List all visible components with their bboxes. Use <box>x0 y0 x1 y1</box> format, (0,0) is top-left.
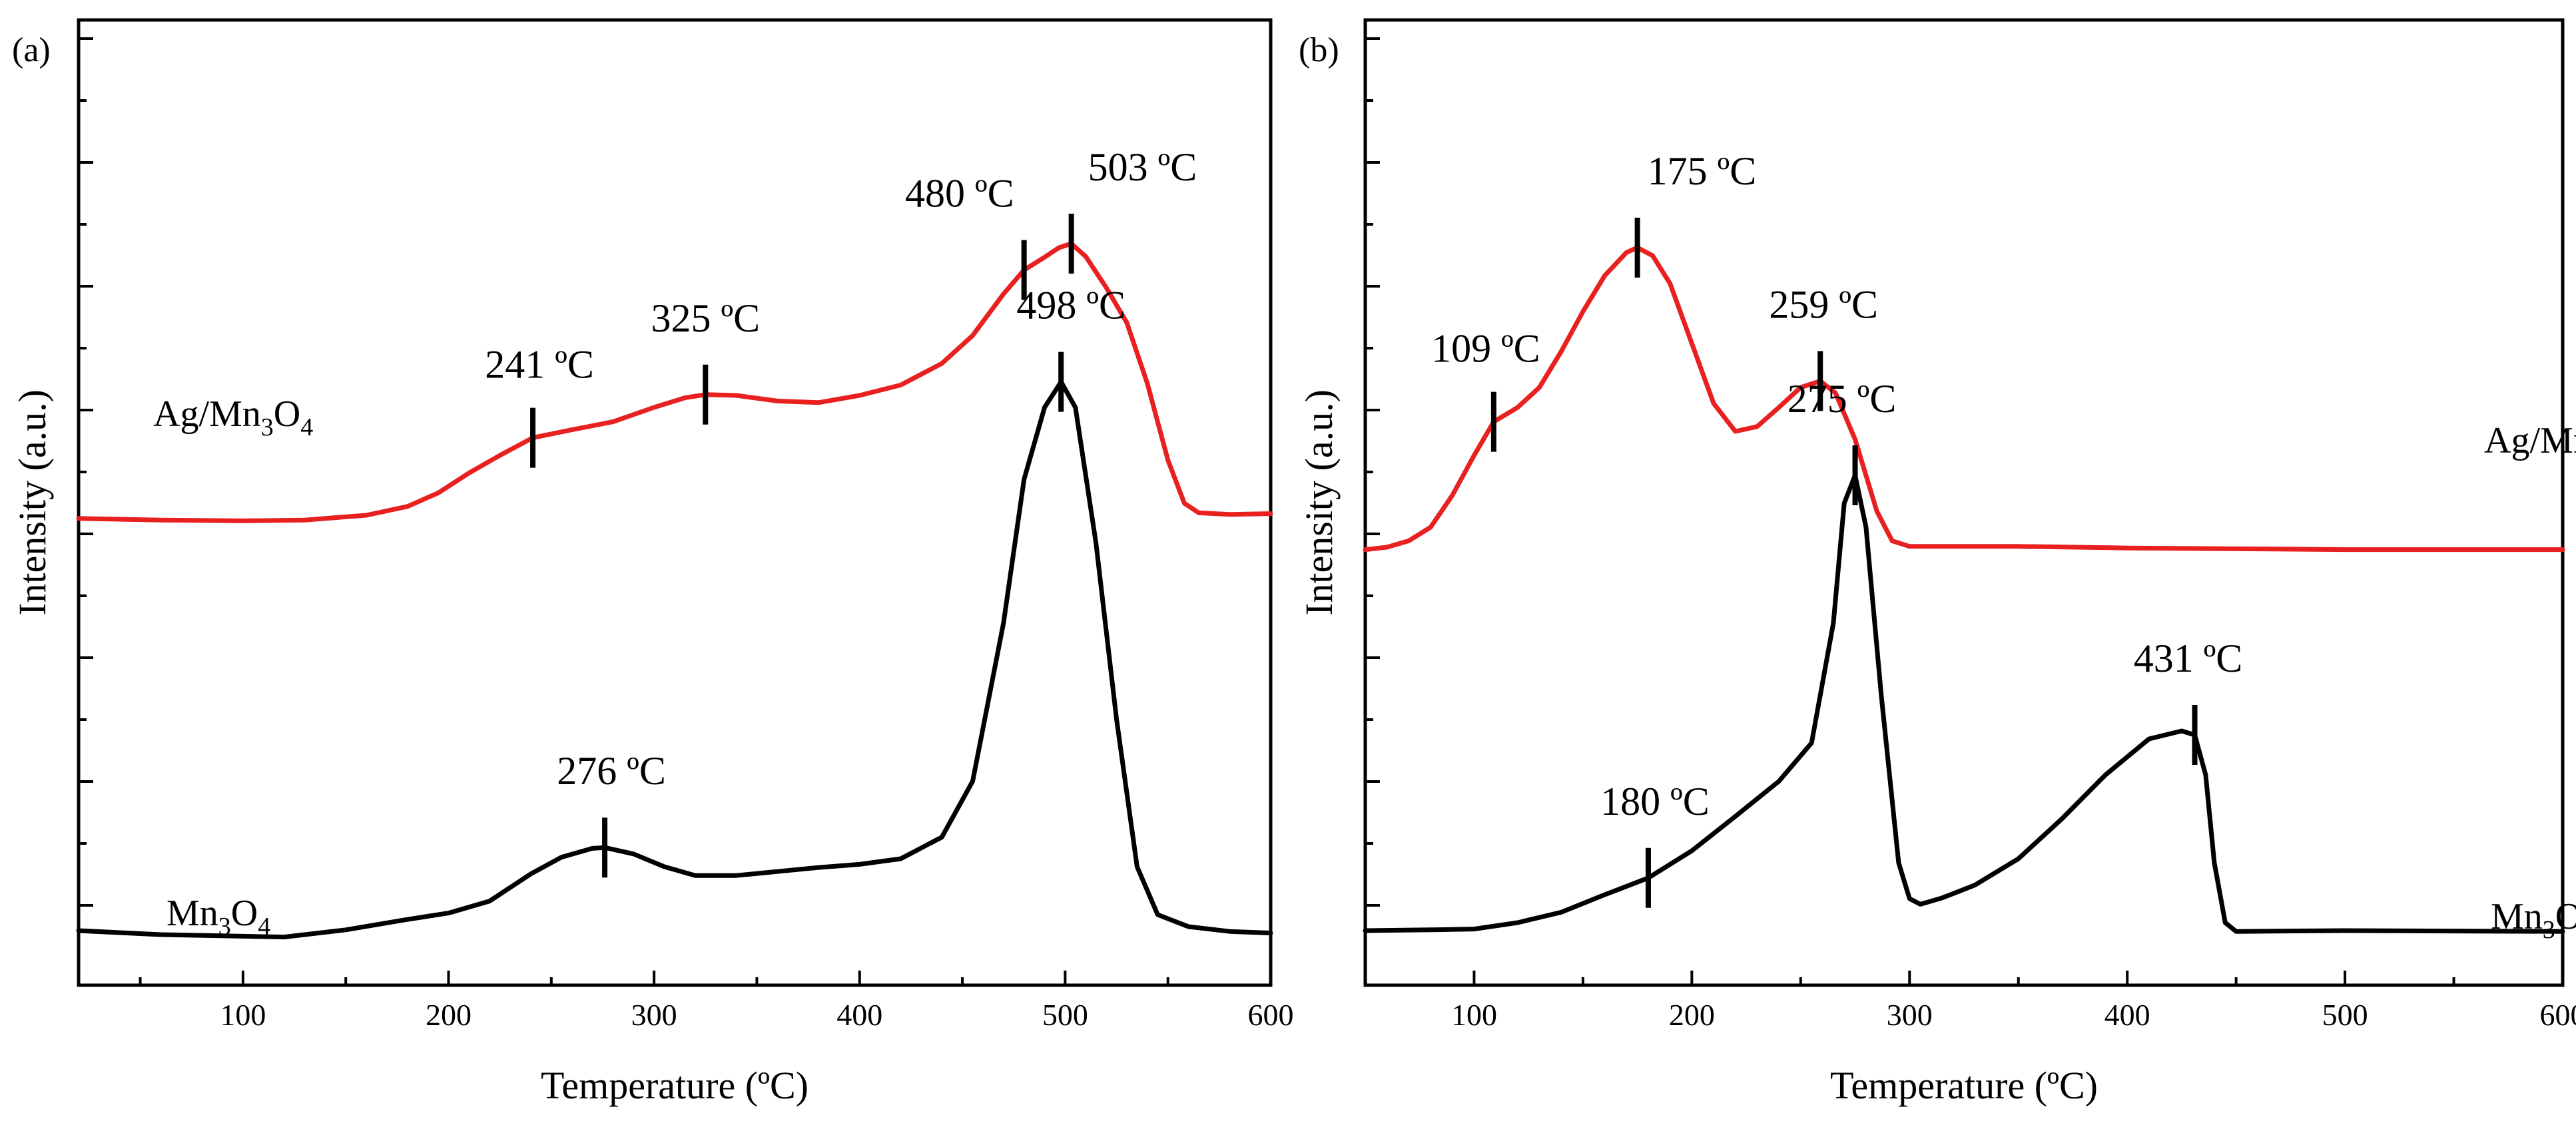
peak-label: 276 ºC <box>557 749 666 793</box>
series-label: Ag/Mn3O4 <box>153 393 313 441</box>
peak-label: 241 ºC <box>485 343 594 387</box>
x-tick-label: 300 <box>631 998 677 1032</box>
series-line-ag-mn3o4 <box>1363 245 2565 553</box>
x-tick-label: 400 <box>836 998 882 1032</box>
x-tick-label: 500 <box>1042 998 1088 1032</box>
series-line-ag-mn3o4 <box>76 241 1273 523</box>
x-axis: 100 200 300 400 500 600 <box>139 971 1294 1032</box>
y-axis-title: Intensity (a.u.) <box>1297 389 1341 616</box>
x-axis-title: Temperature (ºC) <box>541 1064 808 1107</box>
series-line-mn3o4 <box>76 379 1273 940</box>
x-tick-label: 100 <box>220 998 266 1032</box>
series-label: Ag/Mn3O4 <box>2484 420 2576 468</box>
peak-label: 503 ºC <box>1088 145 1197 189</box>
peak-label: 325 ºC <box>651 296 760 340</box>
panel-label: (b) <box>1299 31 1339 69</box>
x-tick-label: 500 <box>2322 998 2368 1032</box>
panel-label: (a) <box>12 31 51 69</box>
series-label: Mn3O4 <box>2491 896 2576 944</box>
plot-frame <box>1363 18 2565 987</box>
peak-label: 259 ºC <box>1769 282 1878 326</box>
peak-label: 180 ºC <box>1600 780 1710 823</box>
y-axis <box>1365 37 1380 907</box>
x-tick-label: 200 <box>1669 998 1715 1032</box>
peak-label: 275 ºC <box>1787 377 1897 421</box>
x-tick-label: 300 <box>1887 998 1933 1032</box>
plot-frame <box>77 18 1273 987</box>
chart-panel-b: 100 200 300 400 500 600 Temperature (ºC) Intens… <box>1297 18 2576 1107</box>
x-tick-label: 600 <box>2540 998 2576 1032</box>
series-label: Mn3O4 <box>166 893 270 941</box>
peak-label: 109 ºC <box>1431 327 1540 371</box>
peak-label: 498 ºC <box>1016 284 1126 328</box>
x-tick-label: 200 <box>426 998 472 1032</box>
x-tick-label: 400 <box>2104 998 2150 1032</box>
x-axis-title: Temperature (ºC) <box>1830 1064 2098 1107</box>
y-axis-title: Intensity (a.u.) <box>11 389 54 616</box>
peak-label: 175 ºC <box>1648 149 1757 193</box>
x-tick-label: 100 <box>1451 998 1497 1032</box>
chart-panel-a: 100 200 300 400 500 600 Temperature (ºC) Intens… <box>11 18 1294 1107</box>
peak-label: 431 ºC <box>2134 636 2243 680</box>
peak-label: 480 ºC <box>905 172 1014 216</box>
y-axis <box>79 37 93 907</box>
x-axis: 100 200 300 400 500 600 <box>1364 971 2576 1032</box>
x-tick-label: 600 <box>1248 998 1294 1032</box>
series-line-mn3o4 <box>1363 473 2565 934</box>
